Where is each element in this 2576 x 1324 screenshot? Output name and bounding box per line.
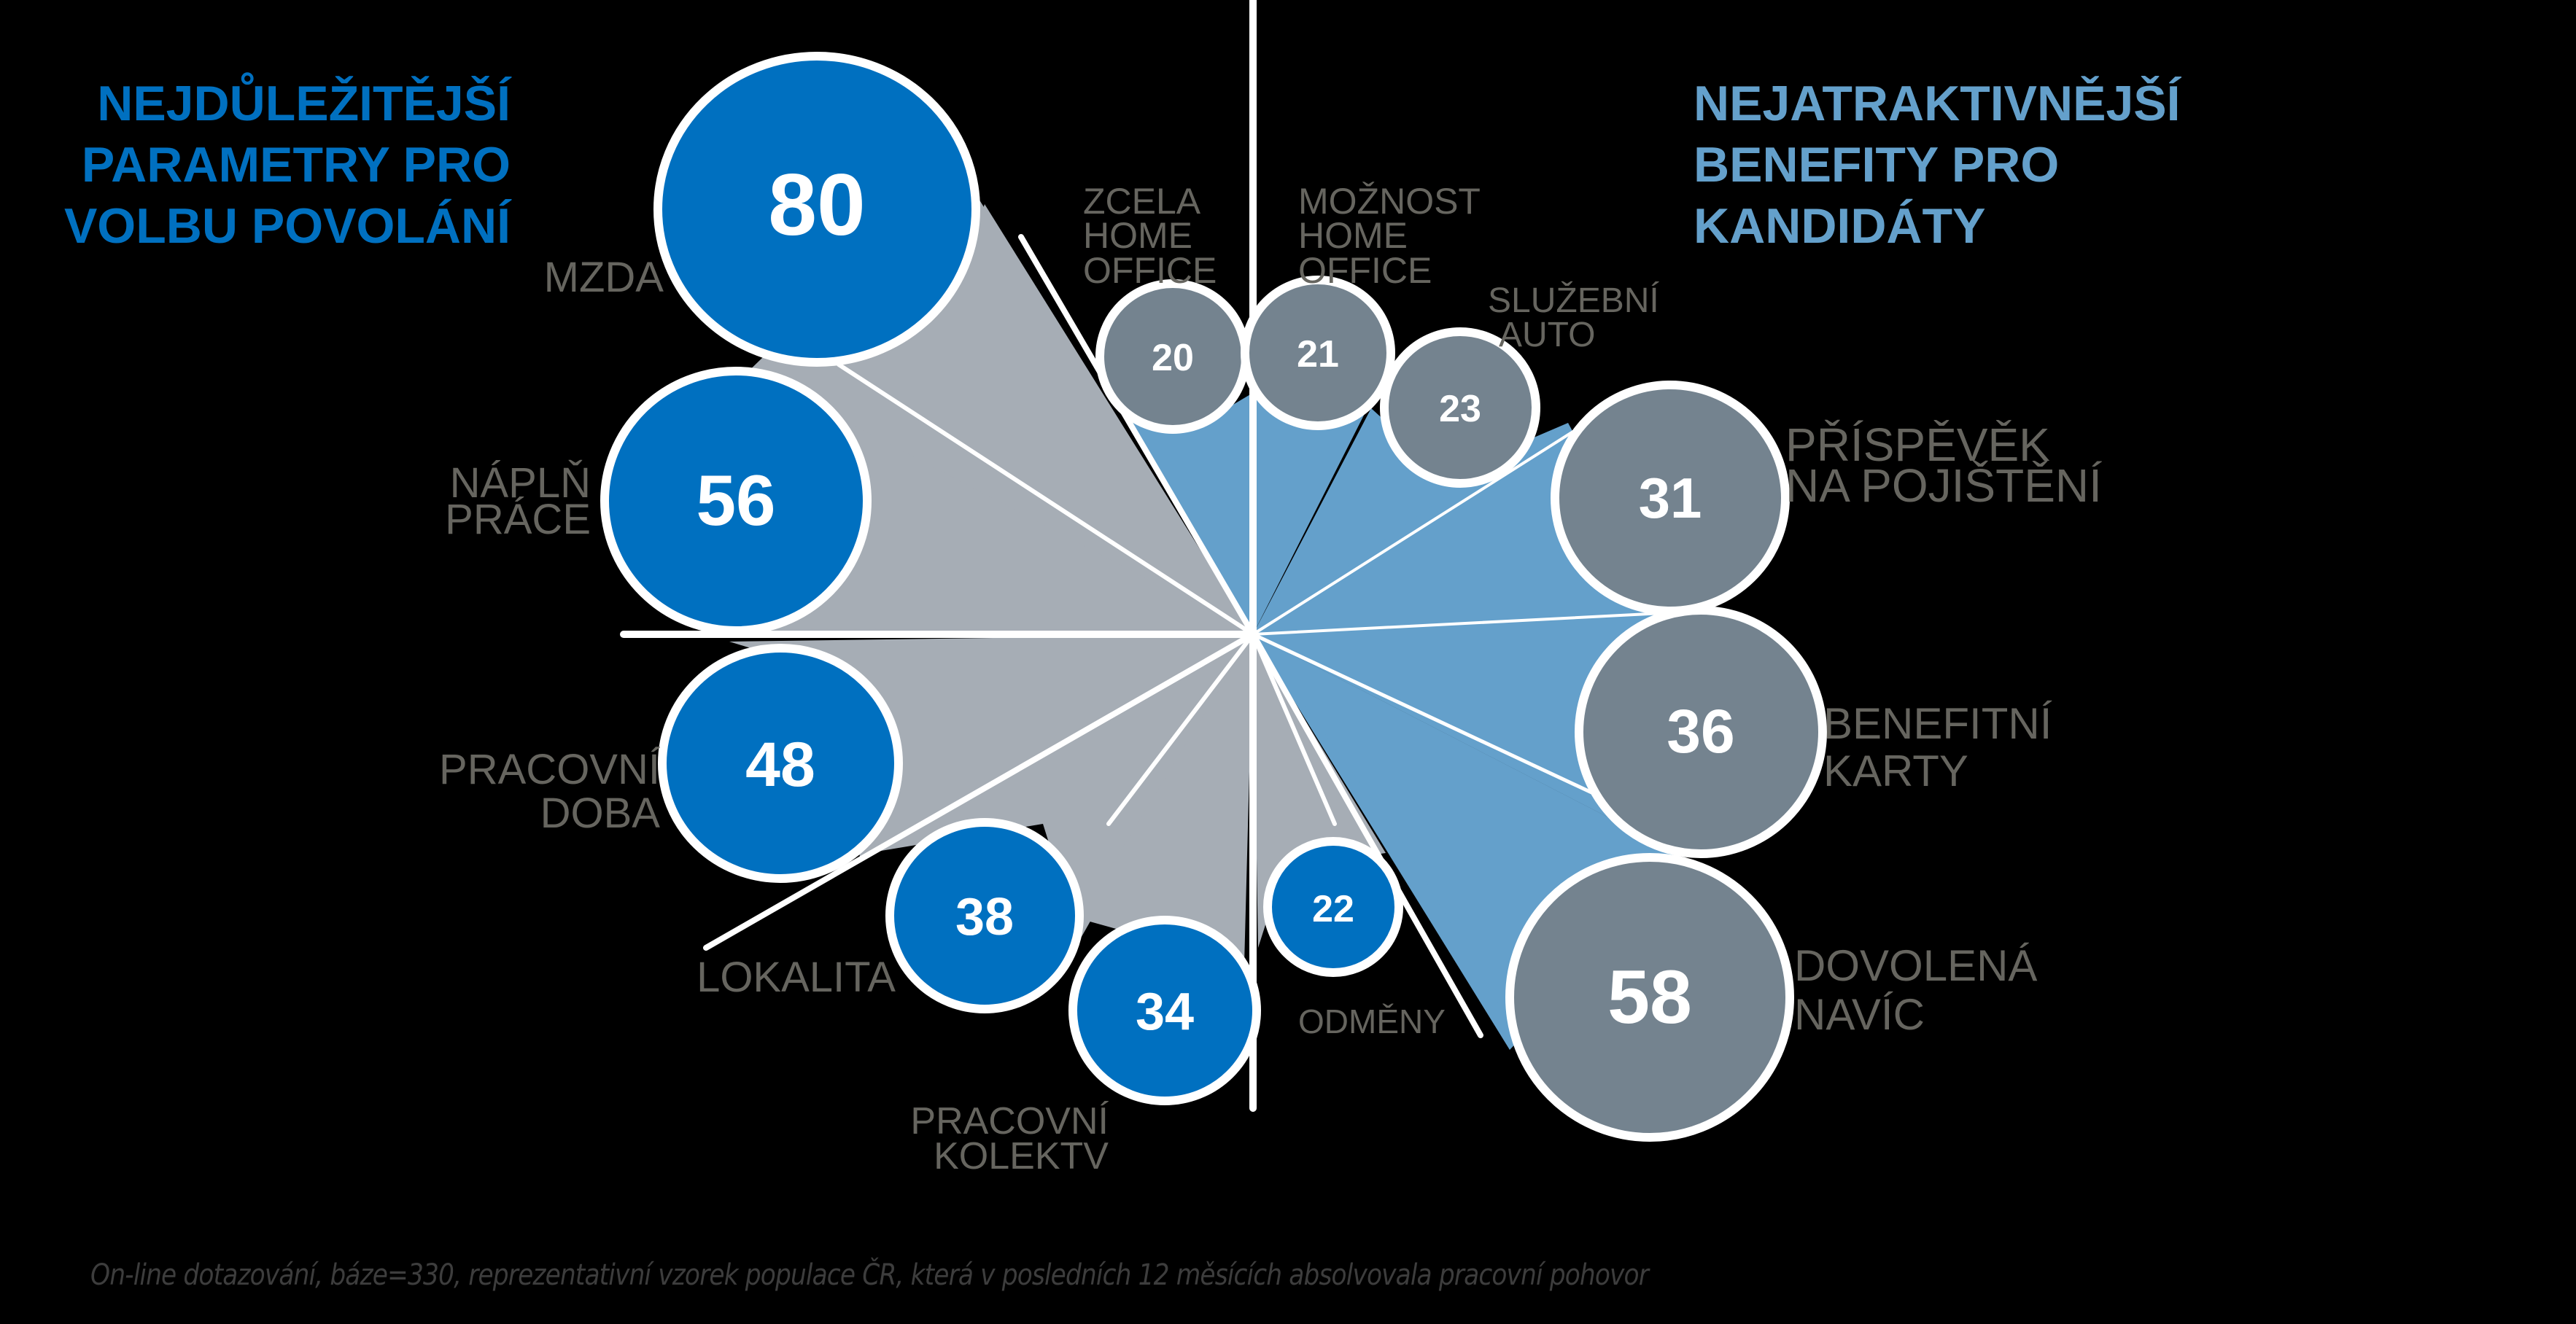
right-title-line: NEJATRAKTIVNĚJŠÍ <box>1694 76 2181 131</box>
bubble-odmeny: 22 <box>1263 837 1403 977</box>
left-title-line: PARAMETRY PRO <box>81 137 511 192</box>
value-moznost-ho: 21 <box>1297 333 1339 375</box>
label-moznost-ho: HOME <box>1298 215 1408 256</box>
bubble-lokalita: 38 <box>885 818 1084 1013</box>
bubble-kolektiv: 34 <box>1068 916 1261 1105</box>
footnote: On-line dotazování, báze=330, reprezenta… <box>90 1258 1649 1292</box>
bubble-pojisteni: 31 <box>1551 381 1790 615</box>
ray <box>1251 632 1614 804</box>
label-napln: PRÁCE <box>445 496 591 543</box>
bubble-karty: 36 <box>1575 606 1827 858</box>
label-moznost-ho: OFFICE <box>1298 250 1432 291</box>
right-title-line: BENEFITY PRO <box>1694 137 2060 192</box>
label-karty: KARTY <box>1823 747 1968 795</box>
bubble-moznost-ho: 21 <box>1241 276 1395 430</box>
label-dovolena: DOVOLENÁ <box>1794 941 2037 990</box>
bubble-napln: 56 <box>600 367 872 635</box>
value-doba: 48 <box>745 730 815 800</box>
left-bubbles: 80 56 48 38 34 22 <box>600 52 1403 1105</box>
bubble-zcela-ho: 20 <box>1095 279 1250 434</box>
bubble-doba: 48 <box>658 644 903 883</box>
wedge-kolektiv <box>1079 634 1253 992</box>
label-doba: PRACOVNÍ <box>439 746 661 793</box>
value-pojisteni: 31 <box>1639 466 1702 530</box>
label-doba: DOBA <box>540 790 661 837</box>
left-title-line: NEJDŮLEŽITĚJŠÍ <box>97 76 511 131</box>
ray <box>1106 632 1255 826</box>
ray <box>1250 631 1483 1038</box>
right-title: NEJATRAKTIVNĚJŠÍ BENEFITY PRO KANDIDÁTY <box>1694 73 2277 257</box>
label-lokalita: LOKALITA <box>697 954 896 1001</box>
label-auto: AUTO <box>1499 316 1595 354</box>
wedge-lokalita <box>868 634 1253 941</box>
label-auto: SLUŽEBNÍ <box>1488 281 1659 320</box>
label-dovolena: NAVÍC <box>1794 990 1925 1039</box>
label-zcela-ho: ZCELA <box>1083 181 1201 222</box>
label-pojisteni: PŘÍSPĚVĚK <box>1785 418 2050 471</box>
bubble-mzda: 80 <box>653 52 980 367</box>
ray <box>1252 611 1679 636</box>
label-mzda: MZDA <box>544 254 664 301</box>
label-kolektiv: PRACOVNÍ <box>910 1100 1109 1142</box>
value-karty: 36 <box>1667 697 1734 766</box>
left-title-line: VOLBU POVOLÁNÍ <box>63 198 511 254</box>
label-kolektiv: KOLEKTV <box>934 1135 1109 1177</box>
category-labels: MZDA NÁPLŇ PRÁCE PRACOVNÍ DOBA LOKALITA … <box>439 181 2102 1177</box>
ray <box>1252 429 1577 636</box>
value-zcela-ho: 20 <box>1152 337 1194 379</box>
ray <box>703 631 1256 951</box>
label-zcela-ho: HOME <box>1083 215 1192 256</box>
wedge-moznost-ho <box>1253 386 1378 634</box>
label-pojisteni: NA POJIŠTĚNÍ <box>1785 459 2102 512</box>
label-moznost-ho: MOŽNOST <box>1298 181 1481 222</box>
wedge-napln <box>729 372 1253 634</box>
right-bubbles: 20 21 23 31 36 58 <box>1095 276 1827 1142</box>
ray <box>837 362 1255 636</box>
value-kolektiv: 34 <box>1136 983 1194 1041</box>
value-mzda: 80 <box>768 156 865 254</box>
value-napln: 56 <box>696 460 775 540</box>
ray <box>1251 632 1337 826</box>
left-title: NEJDŮLEŽITĚJŠÍ PARAMETRY PRO VOLBU POVOL… <box>29 73 511 257</box>
label-zcela-ho: OFFICE <box>1083 250 1217 291</box>
value-odmeny: 22 <box>1312 888 1354 930</box>
label-odmeny: ODMĚNY <box>1298 1002 1446 1040</box>
label-napln: NÁPLŇ <box>450 459 591 507</box>
label-karty: BENEFITNÍ <box>1823 699 2052 748</box>
value-auto: 23 <box>1439 388 1481 430</box>
right-title-line: KANDIDÁTY <box>1694 198 1986 254</box>
value-lokalita: 38 <box>955 888 1014 946</box>
wedge-auto <box>1253 408 1521 634</box>
bubble-dovolena: 58 <box>1505 853 1794 1142</box>
bubble-auto: 23 <box>1380 327 1540 488</box>
ray <box>1018 234 1256 637</box>
value-dovolena: 58 <box>1607 955 1692 1040</box>
